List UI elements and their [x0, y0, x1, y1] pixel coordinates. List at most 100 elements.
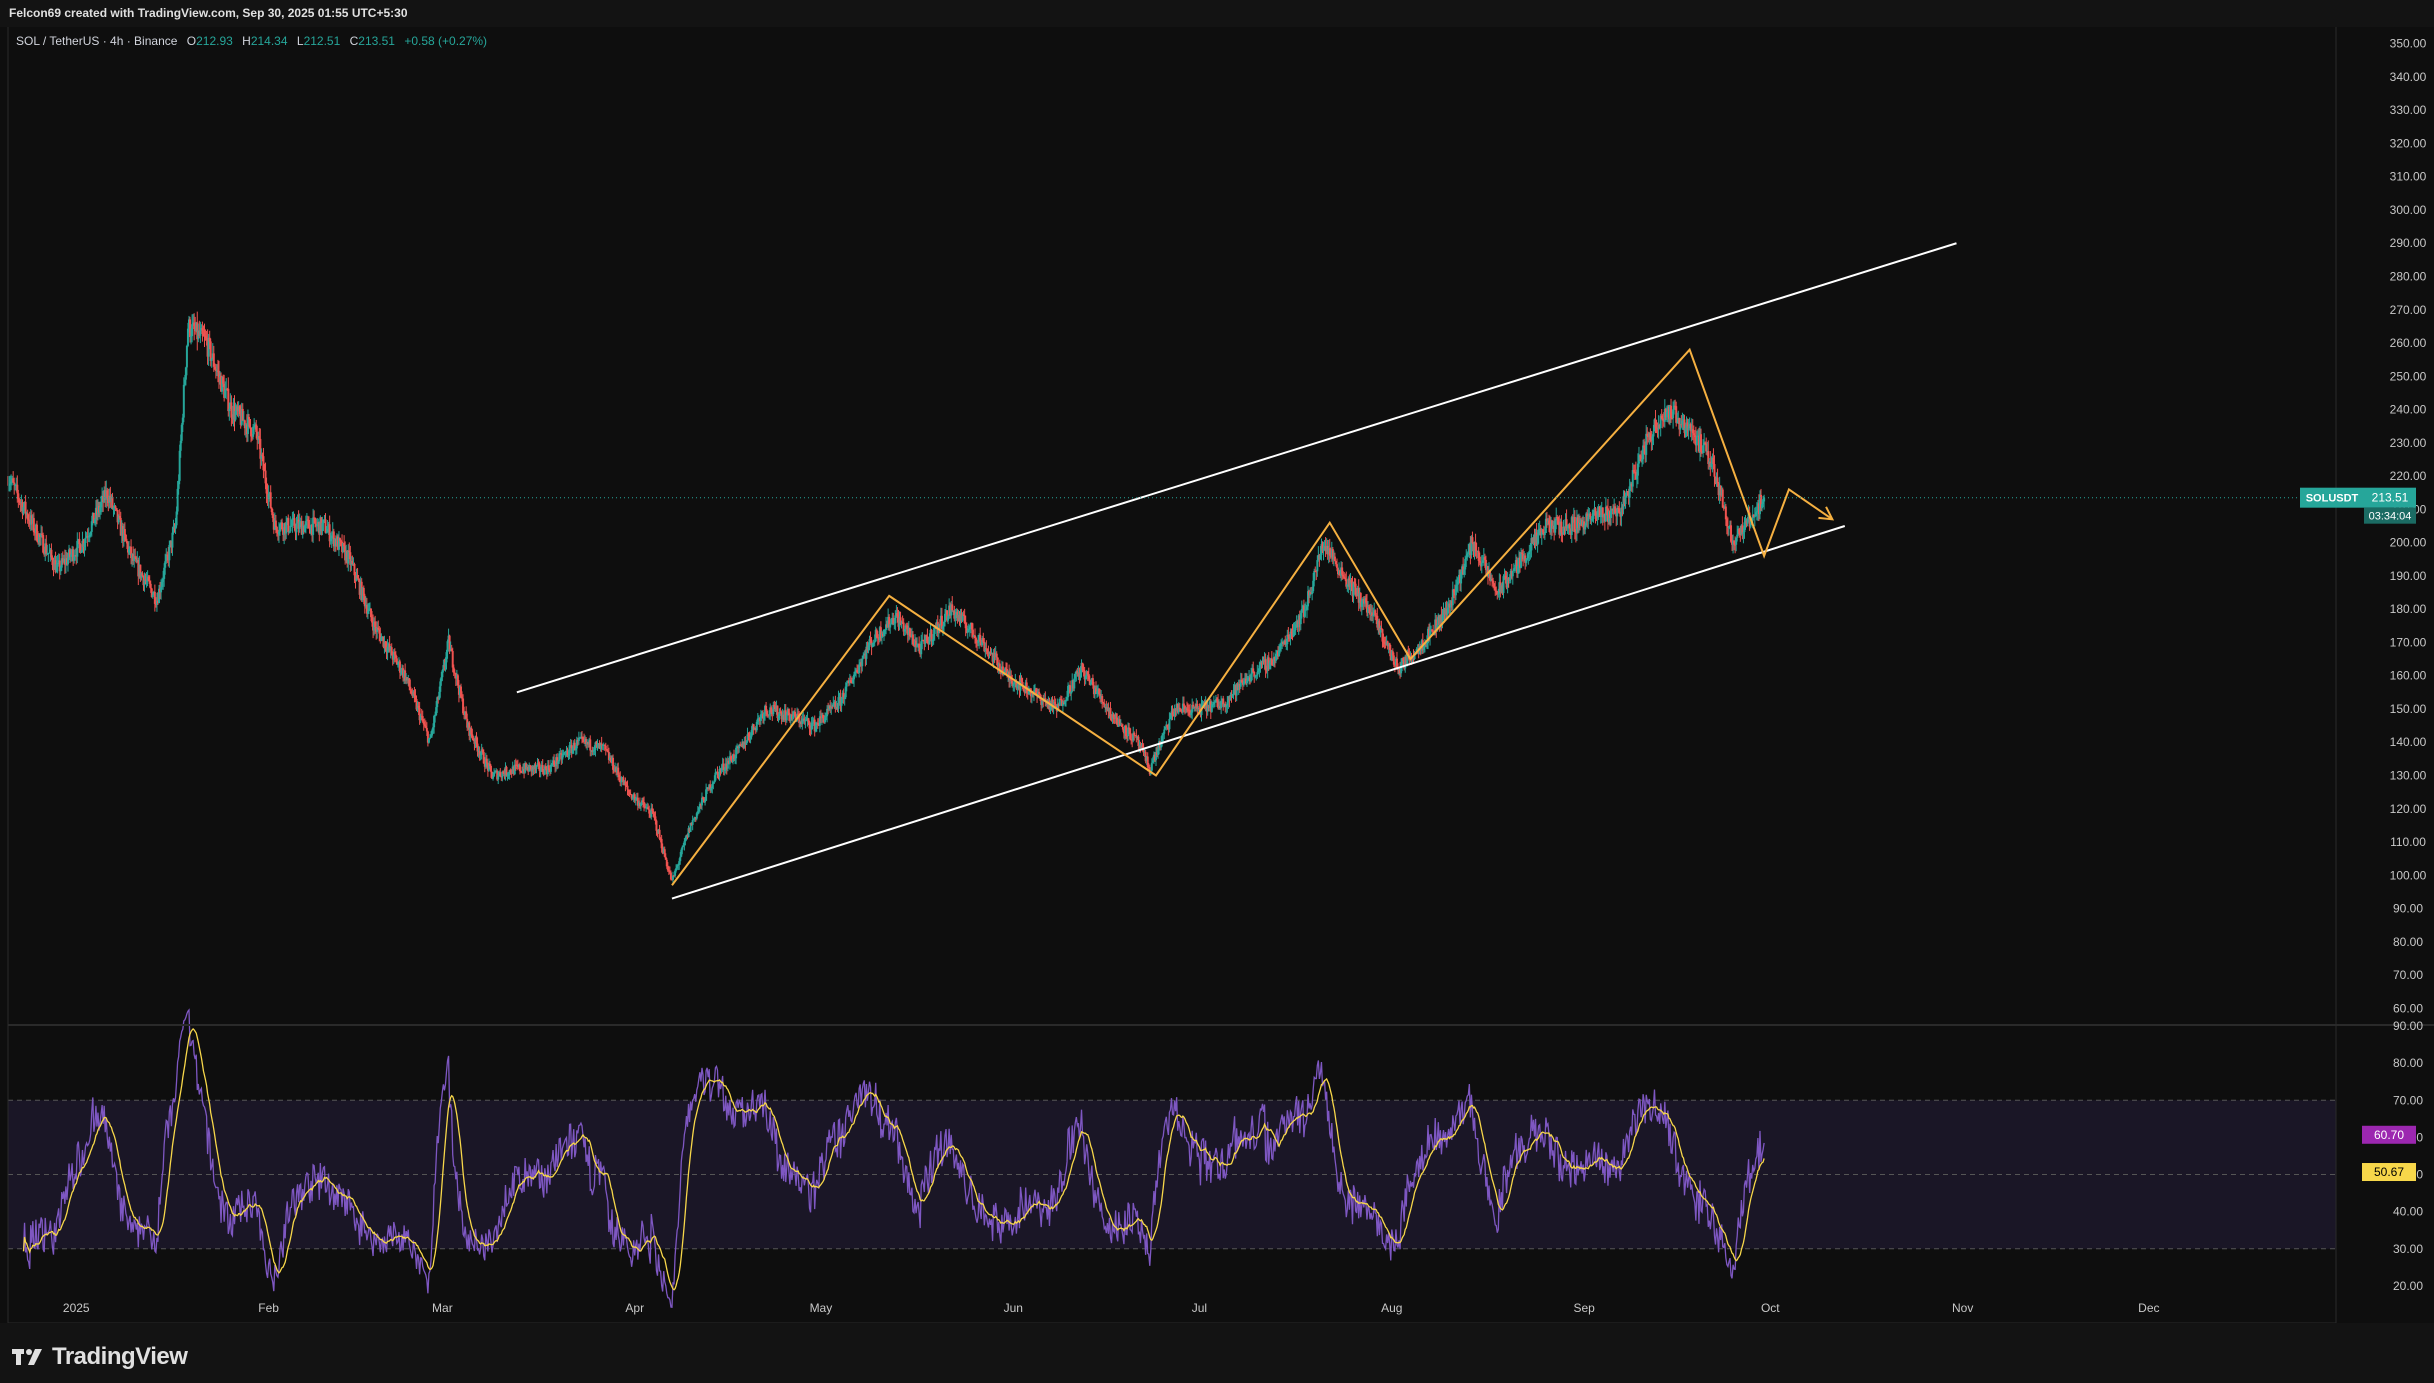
candle-body	[764, 705, 767, 714]
candle-body	[516, 764, 519, 768]
candle-body	[108, 495, 111, 503]
candle-body	[1751, 514, 1754, 521]
candle-body	[1562, 526, 1565, 535]
candle-body	[1540, 529, 1543, 536]
candle-body	[310, 524, 313, 534]
candle-body	[243, 420, 246, 429]
candle-body	[371, 617, 374, 623]
candle-body	[1710, 463, 1713, 467]
candle-body	[1676, 422, 1679, 424]
candle-body	[1456, 581, 1459, 585]
candle-body	[1115, 713, 1118, 725]
candle-body	[1261, 660, 1264, 663]
candle-body	[298, 521, 301, 529]
candle-body	[472, 738, 475, 740]
candle-body	[1345, 579, 1348, 587]
chart[interactable]: 350.00340.00330.00320.00310.00300.00290.…	[0, 0, 2434, 1323]
candle-body	[344, 546, 347, 561]
candle-body	[1696, 435, 1699, 437]
candle-body	[737, 746, 740, 749]
candle-body	[486, 763, 489, 771]
candle-body	[125, 540, 128, 544]
candle-body	[619, 777, 622, 783]
candle-body	[1537, 529, 1540, 536]
candle-body	[615, 767, 618, 773]
price-tick-label: 80.00	[2393, 935, 2423, 949]
candle-body	[483, 763, 486, 767]
candle-body	[1705, 443, 1708, 452]
candle-body	[1062, 702, 1065, 705]
candle-body	[513, 764, 516, 775]
candle-body	[196, 322, 199, 340]
candle-body	[204, 336, 207, 339]
tradingview-logo[interactable]: TradingView	[12, 1343, 188, 1371]
candle-body	[1070, 691, 1073, 694]
candle-body	[1723, 506, 1726, 509]
candle-body	[1269, 658, 1272, 663]
candle-body	[446, 641, 449, 653]
candle-body	[517, 764, 520, 768]
candle-body	[729, 756, 732, 760]
candle-body	[1347, 578, 1350, 585]
candle-body	[1089, 681, 1092, 685]
candle-body	[1241, 682, 1244, 685]
candle-body	[895, 613, 898, 616]
candle-body	[636, 797, 639, 806]
candle-body	[263, 470, 266, 472]
candle-body	[235, 406, 238, 411]
rsi-pane[interactable]	[8, 1008, 2336, 1308]
candle-body	[1358, 593, 1361, 603]
candle-body	[893, 623, 896, 625]
candle-body	[995, 653, 998, 658]
price-tick-label: 300.00	[2390, 203, 2427, 217]
candle-body	[1033, 689, 1036, 692]
candle-body	[174, 525, 177, 529]
candle-body	[1282, 641, 1285, 644]
candle-body	[1093, 688, 1096, 695]
candle-body	[1254, 676, 1257, 678]
candle-body	[1552, 525, 1555, 529]
candle-body	[58, 560, 61, 572]
candle-body	[1136, 736, 1139, 739]
candle-body	[694, 817, 697, 819]
candle-body	[1429, 629, 1432, 638]
candle-body	[543, 766, 546, 775]
candle-body	[1610, 510, 1613, 518]
candle-body	[610, 757, 613, 763]
candle-body	[1501, 585, 1504, 593]
candle-body	[408, 678, 411, 687]
candle-body	[1493, 583, 1496, 587]
candle-body	[1624, 495, 1627, 505]
candle-body	[546, 765, 549, 775]
candle-body	[318, 521, 321, 535]
candle-body	[1335, 564, 1338, 568]
candle-body	[1460, 571, 1463, 584]
candle-body	[29, 515, 32, 525]
candle-body	[743, 741, 746, 748]
candle-body	[612, 757, 615, 770]
candle-body	[948, 605, 951, 617]
candle-body	[1133, 732, 1136, 736]
time-tick-label: 2025	[63, 1301, 90, 1315]
candle-body	[814, 725, 817, 732]
candle-body	[782, 714, 785, 721]
candle-body	[355, 575, 358, 581]
candle-body	[991, 652, 994, 662]
candle-body	[1762, 501, 1765, 504]
candle-body	[1724, 506, 1727, 520]
price-pane[interactable]	[0, 27, 2336, 1025]
candle-body	[761, 713, 764, 719]
candle-body	[131, 554, 134, 559]
candle-body	[78, 539, 81, 545]
candle-body	[1068, 685, 1071, 687]
candle-body	[658, 829, 661, 839]
candle-body	[1505, 579, 1508, 588]
candle-body	[798, 716, 801, 723]
candle-body	[949, 605, 952, 616]
candle-body	[147, 576, 150, 581]
candle-body	[327, 524, 330, 530]
candle-body	[1609, 511, 1612, 518]
candle-body	[55, 564, 58, 573]
candle-body	[1228, 696, 1231, 701]
price-tick-label: 100.00	[2390, 868, 2427, 882]
